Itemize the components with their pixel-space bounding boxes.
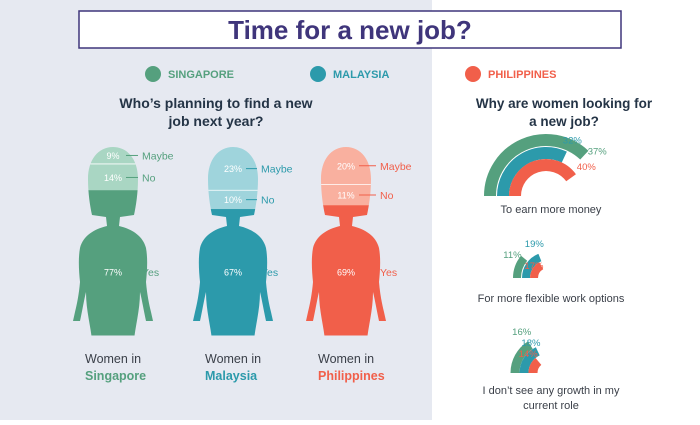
- figure-caption-country: Philippines: [318, 369, 385, 383]
- right-chart-title-line: Why are women looking for: [476, 96, 653, 111]
- arc-philippines: [530, 262, 544, 279]
- arc-singapore: [513, 255, 528, 279]
- value-label: 9%: [106, 151, 119, 161]
- figure-caption: Women in: [318, 352, 374, 366]
- figure-caption-country: Singapore: [85, 369, 146, 383]
- page-title: Time for a new job?: [228, 15, 472, 45]
- arc-value-label: 14%: [519, 349, 539, 360]
- arc-value-label: 19%: [525, 239, 545, 250]
- legend-swatch-malaysia: [310, 66, 326, 82]
- reason-label: I don’t see any growth in my: [483, 385, 620, 397]
- reason-arc-group: 16%18%14% I don’t see any growth in my cur…: [483, 327, 620, 412]
- category-label-maybe: Maybe: [261, 164, 293, 176]
- legend-label-philippines: PHILIPPINES: [488, 69, 556, 81]
- reason-arcs: 32% 37% 40% To earn more money 19%11%17% For …: [478, 134, 625, 412]
- category-label-yes: Yes: [261, 267, 278, 279]
- arc-value-label: 18%: [521, 338, 541, 349]
- arc-philippines: [528, 357, 542, 374]
- arc-singapore: [484, 134, 589, 197]
- category-label-no: No: [380, 190, 394, 202]
- woman-segment-no: [306, 184, 386, 206]
- left-chart-title-line: Who’s planning to find a new: [119, 95, 312, 111]
- value-label: 20%: [337, 161, 355, 171]
- legend-swatch-philippines: [465, 66, 481, 82]
- left-chart-title: Who’s planning to find a new job next yea…: [119, 95, 312, 129]
- arc-malaysia: [519, 347, 540, 374]
- category-label-maybe: Maybe: [380, 161, 412, 173]
- figure-caption-country: Malaysia: [205, 369, 258, 383]
- value-label: 77%: [104, 268, 122, 278]
- arc-value-label: 11%: [503, 250, 522, 261]
- arc-philippines: [509, 159, 576, 197]
- right-chart-title-line: a new job?: [529, 114, 599, 129]
- value-label: 69%: [337, 268, 355, 278]
- right-chart-title: Why are women looking for a new job?: [476, 96, 653, 129]
- value-label: 11%: [337, 190, 354, 200]
- figure-caption: Women in: [205, 352, 261, 366]
- arc-value-label: 16%: [512, 327, 532, 338]
- left-chart-title-line: job next year?: [168, 113, 264, 129]
- title-box: [78, 10, 622, 49]
- category-label-yes: Yes: [380, 267, 397, 279]
- arc-singapore: [510, 341, 533, 374]
- category-label-yes: Yes: [142, 267, 159, 279]
- reason-arc-group: 19%11%17% For more flexible work options: [478, 239, 625, 305]
- category-label-no: No: [142, 172, 156, 184]
- woman-segment-no: [193, 190, 273, 210]
- arc-value-label: 37%: [588, 147, 608, 158]
- reason-label: For more flexible work options: [478, 293, 625, 305]
- legend: SINGAPORE MALAYSIA PHILIPPINES: [145, 66, 556, 82]
- legend-label-singapore: SINGAPORE: [168, 69, 234, 81]
- arc-malaysia: [497, 147, 567, 197]
- value-label: 67%: [224, 268, 242, 278]
- category-label-maybe: Maybe: [142, 150, 174, 162]
- category-label-no: No: [261, 195, 275, 207]
- arc-value-label: 32%: [563, 136, 583, 147]
- reason-label: current role: [523, 400, 579, 412]
- arc-malaysia: [522, 253, 542, 279]
- figure-caption: Women in: [85, 352, 141, 366]
- reason-label: To earn more money: [501, 204, 602, 216]
- value-label: 10%: [224, 195, 242, 205]
- legend-swatch-singapore: [145, 66, 161, 82]
- value-label: 14%: [104, 173, 122, 183]
- arc-value-label: 17%: [524, 261, 544, 272]
- legend-label-malaysia: MALAYSIA: [333, 69, 389, 81]
- arc-value-label: 40%: [577, 162, 597, 173]
- reason-arc-group: 32% 37% 40% To earn more money: [484, 134, 608, 216]
- value-label: 23%: [224, 164, 242, 174]
